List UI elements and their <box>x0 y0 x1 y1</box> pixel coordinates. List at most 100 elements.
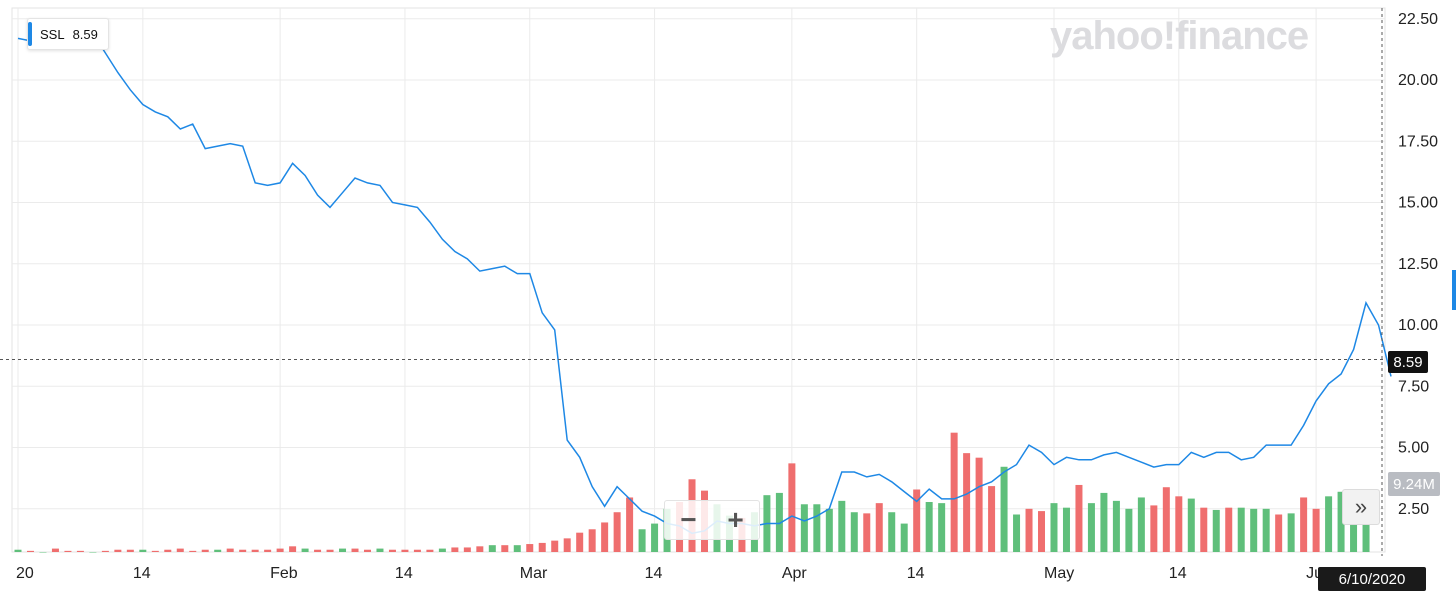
volume-bar <box>875 503 883 552</box>
y-tick-label: 22.50 <box>1398 11 1438 28</box>
volume-bar <box>1325 496 1333 552</box>
x-tick-label: 14 <box>645 565 663 582</box>
volume-bar <box>800 504 808 552</box>
volume-bar <box>651 523 659 552</box>
volume-bar <box>301 548 309 552</box>
volume-bar <box>388 549 396 552</box>
volume-bar <box>1000 466 1008 552</box>
volume-bar <box>26 550 34 552</box>
volume-bar <box>1237 507 1245 552</box>
volume-bar <box>1062 507 1070 552</box>
volume-bar <box>1150 505 1158 552</box>
volume-bar <box>239 549 247 552</box>
volume-bar <box>1262 508 1270 552</box>
volume-bar <box>1187 498 1195 552</box>
volume-bar <box>226 548 234 552</box>
volume-bar <box>276 548 284 552</box>
x-tick-label: 14 <box>1169 565 1187 582</box>
volume-bar <box>1212 509 1220 552</box>
y-tick-label: 7.50 <box>1398 378 1429 395</box>
volume-bar <box>64 550 72 552</box>
volume-bar <box>451 547 459 552</box>
volume-bar <box>513 545 521 552</box>
volume-bar <box>176 548 184 552</box>
chart-axes: 22.50 20.00 17.50 15.00 12.50 10.00 7.50 5.00 2.… <box>0 8 1438 582</box>
volume-bar <box>950 432 958 552</box>
y-tick-label: 10.00 <box>1398 317 1438 334</box>
volume-bar <box>638 529 646 552</box>
volume-bar <box>1250 508 1258 552</box>
volume-bar <box>201 549 209 552</box>
y-tick-label: 2.50 <box>1398 501 1429 518</box>
crosshair-date-label: 6/10/2020 <box>1318 567 1426 591</box>
volume-bar <box>601 522 609 552</box>
chart-grid <box>11 7 1386 553</box>
volume-bar <box>551 540 559 552</box>
scroll-to-latest-button[interactable]: » <box>1342 489 1380 525</box>
volume-bar <box>775 492 783 552</box>
volume-bar <box>975 457 983 552</box>
volume-bar <box>900 523 908 552</box>
volume-bar <box>850 512 858 552</box>
plot-frame <box>11 7 1386 553</box>
volume-bar <box>214 549 222 552</box>
x-tick-label: Feb <box>270 565 298 582</box>
volume-bar <box>626 497 634 552</box>
volume-bar <box>838 500 846 552</box>
volume-bar <box>538 542 546 552</box>
volume-bar <box>963 453 971 552</box>
volume-bar <box>1038 511 1046 552</box>
volume-bar <box>576 532 584 552</box>
volume-bar <box>89 552 97 553</box>
x-tick-label: 14 <box>395 565 413 582</box>
volume-bar <box>351 548 359 552</box>
volume-bar <box>264 549 272 552</box>
volume-bar <box>1287 513 1295 552</box>
volume-bar <box>925 502 933 552</box>
volume-bar <box>1087 503 1095 552</box>
volume-bar <box>438 548 446 552</box>
volume-bar <box>563 538 571 552</box>
volume-bar <box>1013 514 1021 552</box>
x-tick-label: May <box>1044 565 1074 582</box>
zoom-controls: − + <box>664 500 760 540</box>
volume-bar <box>863 513 871 552</box>
volume-bar <box>988 486 996 552</box>
volume-bar <box>164 549 172 552</box>
x-tick-label: Apr <box>782 565 808 582</box>
legend-value: 8.59 <box>72 26 98 42</box>
volume-bar <box>1200 507 1208 552</box>
price-series <box>17 32 1392 535</box>
volume-bar <box>189 550 197 552</box>
zoom-out-button[interactable]: − <box>680 504 697 535</box>
volume-label: 9.24M <box>1388 472 1440 496</box>
volume-bar <box>76 550 84 552</box>
y-tick-label: 12.50 <box>1398 256 1438 273</box>
x-tick-label: 14 <box>133 565 151 582</box>
volume-bar <box>888 512 896 552</box>
volume-bar <box>114 549 122 552</box>
volume-bar <box>363 549 371 552</box>
x-tick-label: 20 <box>16 565 34 582</box>
volume-bar <box>813 504 821 552</box>
zoom-in-button[interactable]: + <box>727 504 744 535</box>
volume-bar <box>101 550 109 552</box>
volume-bar <box>1312 508 1320 552</box>
series-color-swatch <box>28 22 32 46</box>
x-tick-label: Mar <box>520 565 548 582</box>
volume-bar <box>1337 491 1345 552</box>
y-tick-label: 15.00 <box>1398 195 1438 212</box>
volume-bar <box>501 545 509 552</box>
y-tick-label: 5.00 <box>1398 440 1429 457</box>
price-line <box>17 32 1392 535</box>
panel-edge-marker[interactable] <box>1452 270 1456 310</box>
current-price-label: 8.59 <box>1388 351 1428 373</box>
volume-bar <box>1300 497 1308 552</box>
volume-bar <box>376 548 384 552</box>
volume-bar <box>401 549 409 552</box>
volume-bar <box>289 546 297 552</box>
legend-symbol: SSL <box>40 26 65 42</box>
volume-bar <box>1162 487 1170 552</box>
volume-bar <box>613 512 621 552</box>
volume-bar <box>51 548 59 552</box>
